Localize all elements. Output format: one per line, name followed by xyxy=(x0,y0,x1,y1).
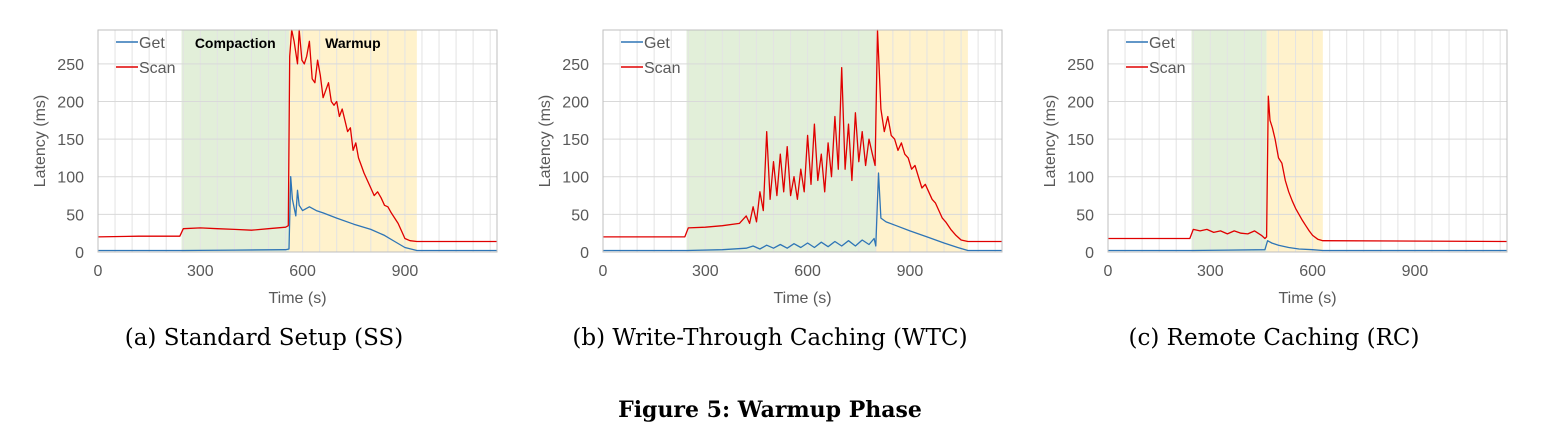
legend-label-scan: Scan xyxy=(1149,60,1185,77)
phase-label: Warmup xyxy=(325,35,380,51)
x-axis-label: Time (s) xyxy=(1278,290,1336,307)
legend: Get Scan xyxy=(1126,35,1185,77)
x-tick-label: 300 xyxy=(692,263,719,280)
phase-band xyxy=(288,30,417,252)
y-tick-label: 50 xyxy=(66,207,84,224)
legend: Get Scan xyxy=(621,35,680,77)
y-tick-label: 200 xyxy=(1067,94,1094,111)
legend-label-get: Get xyxy=(1149,35,1175,52)
subfigure-caption: (c) Remote Caching (RC) xyxy=(1129,325,1420,351)
y-axis-label: Latency (ms) xyxy=(537,95,554,187)
y-tick-label: 0 xyxy=(75,245,84,262)
phase-band xyxy=(875,30,968,252)
y-tick-label: 250 xyxy=(562,57,589,74)
legend: Get Scan xyxy=(116,35,175,77)
y-tick-label: 100 xyxy=(57,170,84,187)
chart-panel-c: 0 50 100 150 200 250 0 300 600 900 Time (s) Latency… xyxy=(1042,29,1508,351)
y-axis-label: Latency (ms) xyxy=(32,95,49,187)
series-line-get xyxy=(603,172,1002,252)
y-axis-label: Latency (ms) xyxy=(1042,95,1059,187)
x-tick-label: 0 xyxy=(599,263,608,280)
y-tick-label: 200 xyxy=(562,94,589,111)
x-tick-label: 600 xyxy=(289,263,316,280)
x-tick-label: 300 xyxy=(1197,263,1224,280)
legend-label-scan: Scan xyxy=(139,60,175,77)
y-tick-label: 250 xyxy=(1067,57,1094,74)
y-tick-label: 200 xyxy=(57,94,84,111)
figure-title: Figure 5: Warmup Phase xyxy=(618,397,922,423)
subfigure-caption: (b) Write-Through Caching (WTC) xyxy=(572,325,967,351)
legend-label-scan: Scan xyxy=(644,60,680,77)
phase-band xyxy=(1191,30,1267,252)
y-tick-label: 50 xyxy=(571,207,589,224)
plot-frame xyxy=(1107,29,1508,253)
x-tick-label: 900 xyxy=(1402,263,1429,280)
series-line-scan xyxy=(603,29,1002,243)
series-line-scan xyxy=(97,29,497,243)
legend-label-get: Get xyxy=(139,35,165,52)
y-tick-label: 100 xyxy=(1067,170,1094,187)
x-tick-label: 600 xyxy=(1299,263,1326,280)
y-tick-label: 100 xyxy=(562,170,589,187)
y-tick-label: 150 xyxy=(57,132,84,149)
chart-panel-b: 0 50 100 150 200 250 0 300 600 900 Time (s) Latency… xyxy=(537,29,1003,351)
y-tick-label: 250 xyxy=(57,57,84,74)
x-tick-label: 900 xyxy=(392,263,419,280)
x-tick-label: 600 xyxy=(794,263,821,280)
x-tick-label: 900 xyxy=(897,263,924,280)
x-tick-label: 0 xyxy=(1104,263,1113,280)
phase-label: Compaction xyxy=(195,35,276,51)
x-axis-label: Time (s) xyxy=(773,290,831,307)
x-axis-label: Time (s) xyxy=(268,290,326,307)
y-tick-label: 0 xyxy=(1085,245,1094,262)
series-line-get xyxy=(98,176,497,252)
x-tick-label: 0 xyxy=(94,263,103,280)
chart-panel-a: Compaction Warmup 0 50 100 150 200 250 0 300 600 90… xyxy=(32,29,498,351)
plot-frame xyxy=(97,29,498,253)
x-tick-label: 300 xyxy=(187,263,214,280)
series-line-get xyxy=(1108,240,1507,252)
y-tick-label: 150 xyxy=(1067,132,1094,149)
y-tick-label: 0 xyxy=(580,245,589,262)
legend-label-get: Get xyxy=(644,35,670,52)
y-tick-label: 50 xyxy=(1076,207,1094,224)
plot-frame xyxy=(602,29,1003,253)
subfigure-caption: (a) Standard Setup (SS) xyxy=(125,325,403,351)
y-tick-label: 150 xyxy=(562,132,589,149)
series-line-scan xyxy=(1108,95,1508,243)
phase-band xyxy=(181,30,289,252)
